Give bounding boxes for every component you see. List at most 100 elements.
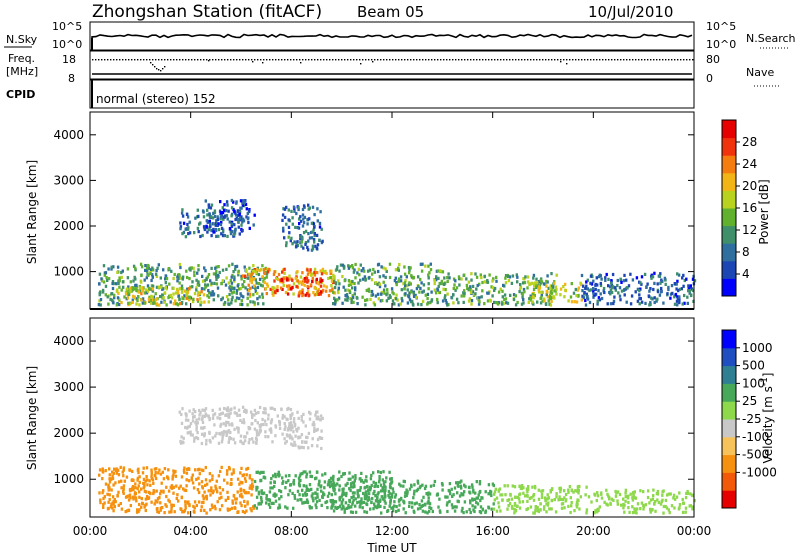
echo-cell	[203, 432, 206, 436]
echo-cell	[313, 426, 316, 430]
echo-cell	[221, 296, 224, 300]
echo-cell	[182, 487, 185, 491]
echo-cell	[523, 277, 526, 281]
echo-cell	[111, 501, 114, 505]
echo-cell	[456, 483, 459, 487]
echo-cell	[222, 432, 225, 436]
echo-cell	[246, 303, 249, 307]
freq-dot	[227, 59, 229, 61]
echo-cell	[521, 292, 524, 296]
echo-cell	[186, 467, 189, 471]
echo-cell	[102, 496, 105, 501]
echo-cell	[173, 272, 176, 277]
echo-cell	[673, 497, 677, 501]
echo-cell	[638, 289, 641, 293]
echo-cell	[262, 470, 265, 474]
echo-cell	[420, 281, 423, 285]
echo-cell	[645, 285, 648, 289]
power-echo-cells	[97, 198, 697, 307]
freq-dot	[563, 59, 565, 61]
echo-cell	[398, 482, 401, 486]
echo-cell	[465, 283, 469, 287]
echo-cell	[388, 495, 391, 499]
echo-cell	[600, 296, 604, 301]
echo-cell	[501, 498, 504, 502]
echo-cell	[203, 490, 206, 494]
echo-cell	[612, 301, 615, 306]
echo-cell	[104, 293, 107, 297]
echo-cell	[444, 294, 447, 298]
echo-cell	[109, 505, 113, 509]
echo-cell	[325, 500, 329, 504]
echo-cell	[246, 500, 249, 504]
echo-cell	[358, 500, 361, 504]
echo-cell	[462, 511, 465, 515]
echo-cell	[413, 489, 416, 493]
echo-cell	[207, 414, 210, 418]
echo-cell	[345, 294, 348, 298]
echo-cell	[435, 278, 438, 282]
echo-cell	[321, 269, 325, 274]
echo-cell	[408, 501, 411, 505]
echo-cell	[144, 497, 148, 501]
echo-cell	[576, 498, 579, 502]
echo-cell	[224, 430, 227, 434]
echo-cell	[185, 212, 189, 216]
echo-cell	[264, 411, 267, 415]
echo-cell	[204, 478, 208, 482]
echo-cell	[208, 472, 212, 476]
freq-dot	[629, 59, 631, 61]
echo-cell	[233, 441, 237, 445]
echo-cell	[369, 488, 372, 492]
echo-cell	[627, 284, 631, 288]
echo-cell	[423, 486, 427, 491]
echo-cell	[236, 413, 239, 418]
echo-cell	[230, 275, 233, 279]
echo-cell	[255, 431, 259, 435]
echo-cell	[192, 266, 195, 270]
echo-cell	[570, 488, 573, 492]
echo-cell	[182, 221, 186, 225]
echo-cell	[286, 292, 290, 296]
freq-dot	[617, 59, 619, 61]
echo-cell	[367, 287, 371, 291]
echo-cell	[691, 277, 695, 281]
echo-cell	[688, 289, 691, 293]
echo-cell	[471, 498, 474, 502]
echo-cell	[271, 474, 275, 478]
echo-cell	[430, 290, 433, 294]
echo-cell	[385, 299, 389, 303]
echo-cell	[140, 298, 143, 302]
echo-cell	[185, 478, 188, 482]
echo-cell	[180, 475, 184, 479]
echo-cell	[429, 484, 433, 488]
echo-cell	[255, 281, 258, 285]
echo-cell	[144, 264, 147, 268]
echo-cell	[315, 277, 318, 281]
echo-cell	[144, 268, 147, 272]
echo-cell	[349, 488, 352, 493]
echo-cell	[179, 439, 182, 444]
echo-cell	[376, 503, 380, 507]
echo-cell	[569, 295, 573, 299]
echo-cell	[598, 505, 601, 509]
echo-cell	[585, 292, 588, 296]
echo-cell	[662, 511, 665, 515]
echo-cell	[304, 500, 307, 504]
echo-cell	[379, 299, 383, 303]
echo-cell	[686, 491, 690, 495]
echo-cell	[470, 289, 473, 293]
echo-cell	[247, 283, 250, 287]
echo-cell	[187, 295, 191, 299]
echo-cell	[260, 470, 263, 474]
echo-cell	[427, 287, 430, 291]
echo-cell	[176, 275, 179, 279]
echo-cell	[610, 279, 613, 283]
echo-cell	[120, 270, 123, 275]
echo-cell	[195, 425, 198, 429]
echo-cell	[382, 288, 386, 292]
echo-cell	[229, 288, 232, 292]
echo-cell	[304, 470, 307, 474]
echo-cell	[487, 492, 490, 496]
echo-cell	[347, 477, 350, 481]
